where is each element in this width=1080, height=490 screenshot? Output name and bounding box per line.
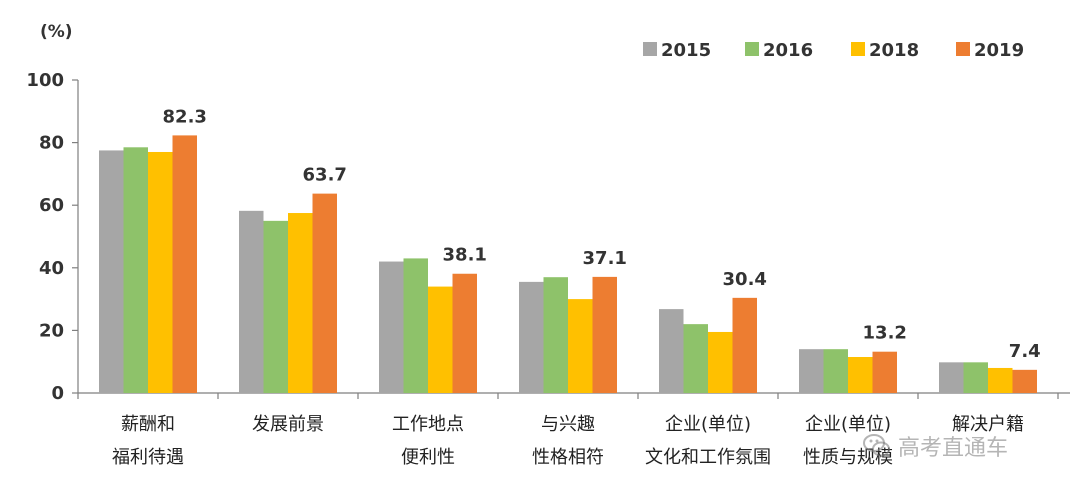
- bar-2015-2: [379, 261, 404, 393]
- bar-2018-2: [428, 286, 453, 393]
- x-category-label: 性质与规模: [803, 447, 893, 468]
- bar-2016-3: [543, 277, 568, 393]
- bar-2019-0: [172, 135, 197, 393]
- y-tick-label: 40: [39, 258, 64, 279]
- x-category-label: 发展前景: [252, 414, 324, 435]
- x-category-label: 与兴趣: [541, 414, 595, 435]
- bar-2015-6: [939, 362, 964, 393]
- x-category-label: 工作地点: [392, 414, 464, 435]
- legend-swatch-2016: [745, 42, 759, 56]
- bar-2016-4: [683, 324, 708, 393]
- bar-2016-5: [823, 349, 848, 393]
- bar-2018-0: [148, 151, 173, 393]
- y-tick-label: 20: [39, 320, 64, 341]
- data-label: 38.1: [443, 245, 487, 266]
- legend-swatch-2018: [851, 42, 865, 56]
- bar-2018-3: [568, 299, 593, 393]
- bar-2019-5: [872, 351, 897, 393]
- bar-2019-2: [452, 273, 477, 393]
- y-axis-label: (%): [40, 22, 73, 42]
- legend-label-2018: 2018: [869, 40, 919, 61]
- legend-label-2016: 2016: [763, 40, 813, 61]
- legend-swatch-2015: [643, 42, 657, 56]
- bar-2016-1: [263, 220, 288, 393]
- x-category-label: 解决户籍: [952, 414, 1024, 435]
- bar-2015-5: [799, 349, 824, 393]
- x-category-label: 薪酬和: [121, 414, 175, 435]
- data-label: 63.7: [303, 165, 347, 186]
- bar-2015-0: [99, 150, 124, 393]
- x-category-label: 文化和工作氛围: [645, 447, 771, 468]
- x-category-label: 便利性: [401, 447, 455, 468]
- bar-2016-0: [123, 147, 148, 393]
- data-label: 37.1: [583, 248, 627, 269]
- y-tick-label: 60: [39, 195, 64, 216]
- y-tick-label: 80: [39, 133, 64, 154]
- x-category-label: 企业(单位): [665, 414, 751, 435]
- data-label: 30.4: [723, 269, 767, 290]
- data-label: 7.4: [1009, 341, 1041, 362]
- x-category-label: 福利待遇: [112, 447, 184, 468]
- bar-2019-6: [1012, 369, 1037, 393]
- x-category-label: 性格相符: [532, 447, 604, 468]
- bar-2015-4: [659, 309, 684, 393]
- bar-2018-1: [288, 213, 313, 393]
- watermark: 高考直通车: [862, 430, 1008, 462]
- bar-2018-4: [708, 331, 733, 393]
- y-tick-label: 100: [26, 70, 64, 91]
- legend-label-2019: 2019: [974, 40, 1024, 61]
- bar-2015-3: [519, 281, 544, 393]
- bar-2016-6: [963, 362, 988, 393]
- watermark-text: 高考直通车: [898, 436, 1009, 461]
- wechat-icon: [863, 434, 890, 457]
- bar-2019-4: [732, 297, 757, 393]
- bar-2015-1: [239, 210, 264, 393]
- bar-2019-1: [312, 193, 337, 393]
- data-label: 13.2: [863, 323, 907, 344]
- legend-label-2015: 2015: [661, 40, 711, 61]
- bar-2019-3: [592, 276, 617, 393]
- bar-2016-2: [403, 258, 428, 393]
- bar-2018-6: [988, 367, 1013, 393]
- y-tick-label: 0: [51, 383, 64, 404]
- bar-2018-5: [848, 357, 873, 393]
- data-label: 82.3: [163, 106, 207, 127]
- x-category-label: 企业(单位): [805, 414, 891, 435]
- legend-swatch-2019: [956, 42, 970, 56]
